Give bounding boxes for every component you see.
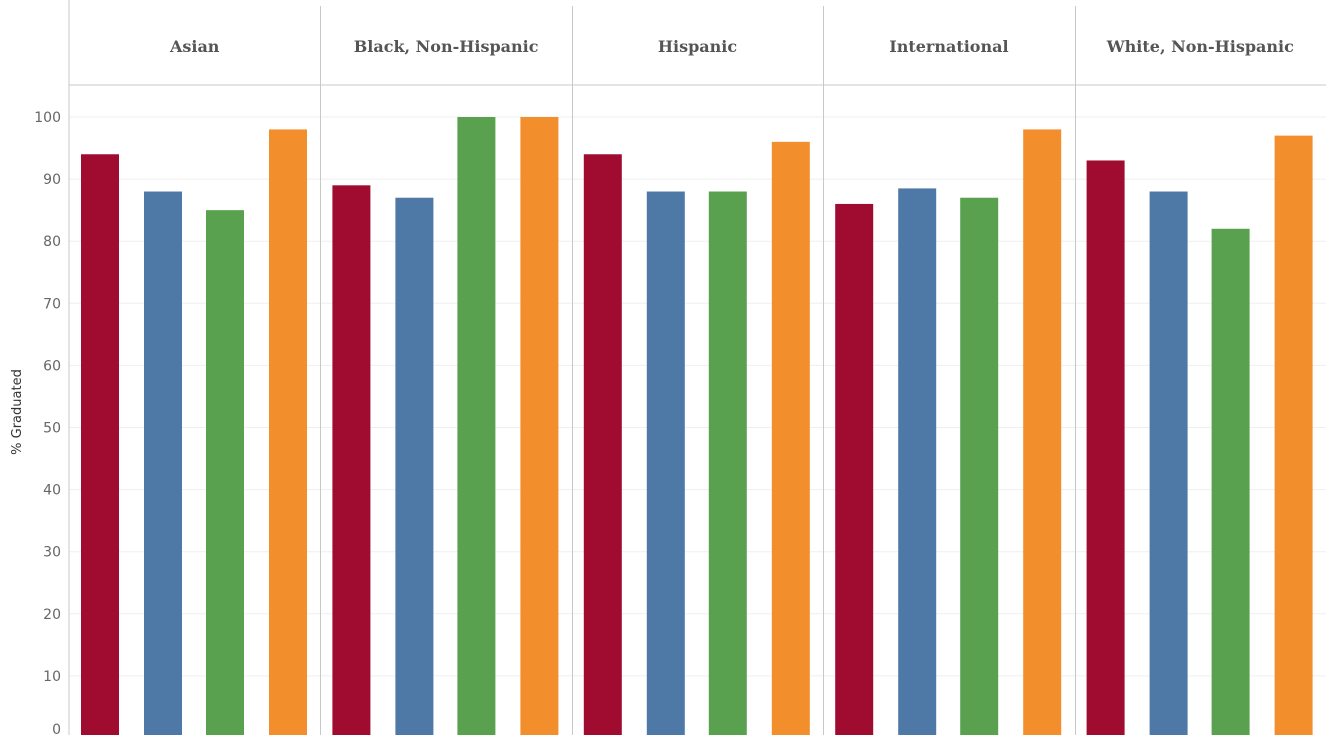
bars — [81, 117, 1313, 735]
y-tick-label: 40 — [43, 483, 61, 499]
bar — [206, 210, 244, 735]
bar — [898, 188, 937, 735]
panel-header: International — [889, 37, 1008, 56]
y-tick-label: 0 — [52, 722, 61, 735]
bar — [1274, 135, 1313, 735]
y-tick-label: 20 — [43, 607, 61, 623]
bar — [708, 191, 747, 735]
panel-headers: Asian Black, Non-Hispanic Hispanic Internat… — [169, 37, 1294, 56]
bar — [144, 191, 182, 735]
bar — [81, 154, 119, 735]
gridlines — [69, 116, 1326, 677]
y-tick-label: 90 — [43, 172, 61, 188]
bar — [646, 191, 685, 735]
bar — [1149, 191, 1188, 735]
panel-frame — [68, 0, 1326, 735]
y-tick-label: 50 — [43, 421, 61, 437]
y-tick-label: 10 — [43, 669, 61, 685]
bar — [520, 117, 559, 735]
bar — [1086, 160, 1125, 735]
bar — [395, 197, 434, 735]
bar — [332, 185, 371, 735]
y-axis-label: % Graduated — [10, 369, 25, 455]
bar — [1211, 228, 1250, 735]
bar — [457, 117, 496, 735]
y-tick-label: 70 — [43, 296, 61, 312]
y-axis-ticks: 0 10 20 30 40 50 60 70 80 90 100 — [34, 110, 61, 735]
bar — [960, 197, 999, 735]
y-tick-label: 100 — [34, 110, 61, 126]
panel-header: Black, Non-Hispanic — [354, 37, 539, 56]
bar — [583, 154, 622, 735]
bar — [269, 129, 307, 735]
panel-header: Asian — [169, 37, 220, 56]
panel-header: White, Non-Hispanic — [1106, 37, 1294, 56]
panel-header: Hispanic — [658, 37, 737, 56]
y-tick-label: 80 — [43, 234, 61, 250]
y-tick-label: 60 — [43, 358, 61, 374]
y-tick-label: 30 — [43, 545, 61, 561]
bar — [771, 141, 810, 735]
bar — [1023, 129, 1062, 735]
bar — [835, 203, 874, 735]
